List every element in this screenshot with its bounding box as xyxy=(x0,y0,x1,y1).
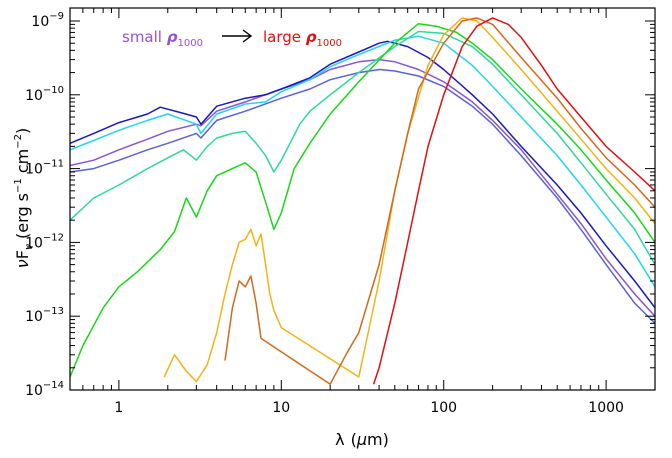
arrow-right-icon xyxy=(222,29,253,43)
x-tick-label: 100 xyxy=(430,400,457,416)
series-line-9 xyxy=(372,17,655,385)
series-line-8 xyxy=(224,17,655,385)
series-line-3 xyxy=(70,40,655,309)
series-line-4 xyxy=(70,35,655,288)
y-tick-label: 10−14 xyxy=(25,380,64,399)
series-line-6 xyxy=(70,22,655,378)
x-tick-label: 1000 xyxy=(588,400,624,416)
series-line-5 xyxy=(70,30,655,265)
x-axis-title: λ (μm) xyxy=(335,430,389,449)
legend: small ρ1000 large ρ1000 xyxy=(122,28,342,49)
series-layer xyxy=(70,17,655,385)
series-line-1 xyxy=(70,58,655,317)
x-tick-label: 10 xyxy=(272,400,290,416)
y-tick-label: 10−13 xyxy=(25,306,64,325)
y-tick-label: 10−12 xyxy=(25,232,64,251)
axis-ticks: 1 10 100 1000 10−14 10−13 10−12 10−11 10−10 10−9 xyxy=(25,8,656,416)
y-axis-title: νFν(erg s−1 cm−2) xyxy=(13,128,35,268)
legend-right: large ρ1000 xyxy=(263,28,342,49)
y-tick-label: 10−11 xyxy=(25,159,64,178)
x-tick-label: 1 xyxy=(114,400,123,416)
series-line-7 xyxy=(163,17,655,383)
plot-frame xyxy=(69,7,656,391)
y-tick-label: 10−10 xyxy=(25,85,64,104)
y-tick-label: 10−9 xyxy=(31,11,64,30)
legend-left: small ρ1000 xyxy=(122,28,203,49)
